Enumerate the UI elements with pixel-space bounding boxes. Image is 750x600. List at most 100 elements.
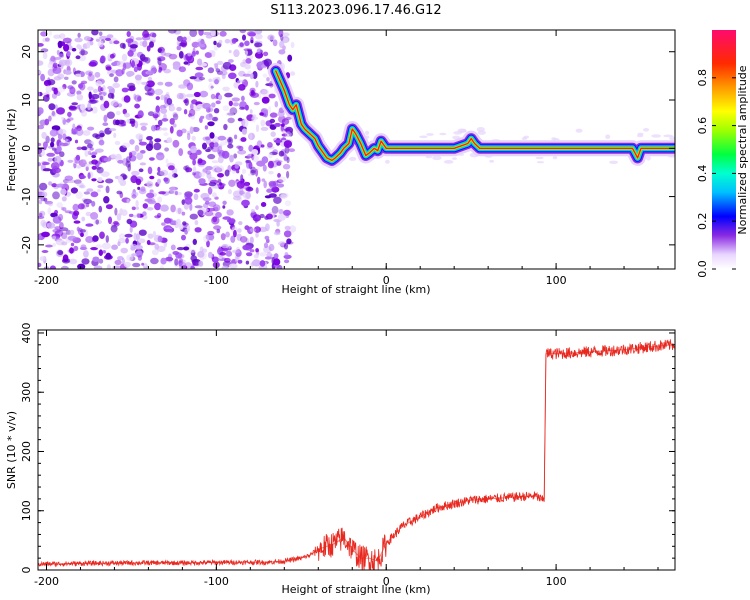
noise-speck — [38, 124, 45, 130]
noise-speck — [210, 85, 214, 89]
noise-speck — [192, 262, 196, 266]
noise-speck — [211, 102, 216, 108]
noise-speck — [79, 229, 87, 233]
noise-speck — [609, 160, 619, 164]
noise-speck — [157, 57, 162, 66]
noise-speck — [205, 200, 210, 205]
noise-speck — [233, 49, 240, 58]
noise-speck — [127, 39, 131, 48]
noise-speck — [140, 150, 146, 154]
noise-speck — [575, 128, 583, 133]
noise-speck — [76, 44, 82, 49]
noise-speck — [249, 87, 256, 94]
noise-speck — [262, 73, 268, 78]
noise-speck — [651, 134, 661, 138]
noise-speck — [98, 205, 103, 213]
noise-speck — [87, 86, 94, 91]
noise-speck — [50, 137, 55, 143]
noise-speck — [91, 30, 99, 36]
noise-speck — [207, 153, 216, 160]
noise-speck — [189, 152, 198, 160]
noise-speck — [88, 99, 97, 104]
noise-speck — [236, 233, 242, 241]
noise-speck — [178, 84, 187, 89]
noise-speck — [280, 33, 284, 42]
noise-speck — [165, 256, 174, 262]
noise-speck — [98, 139, 105, 146]
noise-speck — [91, 200, 96, 207]
noise-speck — [237, 259, 243, 264]
noise-speck — [176, 35, 184, 42]
noise-speck — [46, 94, 50, 98]
noise-speck — [197, 158, 203, 164]
noise-speck — [91, 154, 97, 159]
noise-speck — [176, 129, 183, 137]
noise-speck — [42, 161, 50, 166]
noise-speck — [278, 30, 284, 38]
noise-speck — [100, 55, 106, 63]
noise-speck — [181, 234, 186, 241]
noise-speck — [42, 141, 48, 149]
noise-speck — [191, 135, 196, 141]
noise-speck — [107, 86, 113, 90]
noise-speck — [211, 212, 215, 216]
noise-speck — [66, 51, 71, 57]
noise-speck — [77, 263, 86, 269]
noise-speck — [238, 84, 246, 91]
noise-speck — [153, 142, 162, 151]
x-tick-label: -200 — [34, 575, 59, 588]
noise-speck — [62, 133, 67, 140]
noise-speck — [225, 250, 233, 257]
noise-speck — [283, 140, 293, 148]
noise-speck — [80, 103, 86, 111]
noise-speck — [96, 189, 101, 193]
noise-speck — [172, 251, 179, 255]
noise-speck — [54, 104, 58, 110]
noise-speck — [169, 126, 174, 134]
chart-title: S113.2023.096.17.46.G12 — [270, 3, 441, 18]
noise-speck — [261, 89, 270, 98]
noise-speck — [250, 92, 259, 98]
colorbar-gradient — [712, 30, 736, 269]
noise-speck — [248, 144, 254, 152]
snr-y-axis-label: SNR (10 * v/v) — [5, 411, 18, 489]
noise-speck — [255, 80, 259, 88]
noise-speck — [202, 31, 211, 36]
noise-speck — [74, 156, 80, 164]
noise-speck — [148, 139, 154, 148]
noise-speck — [75, 191, 83, 200]
noise-speck — [253, 254, 259, 259]
noise-speck — [38, 107, 44, 115]
y-tick-label: 300 — [20, 382, 33, 403]
noise-speck — [83, 250, 89, 258]
noise-speck — [163, 228, 173, 232]
noise-speck — [190, 249, 196, 257]
noise-speck — [247, 70, 252, 75]
y-tick-label: 0 — [20, 567, 33, 574]
noise-speck — [137, 186, 141, 190]
noise-speck — [224, 257, 231, 263]
noise-speck — [124, 112, 131, 118]
noise-speck — [222, 216, 231, 220]
noise-speck — [56, 145, 62, 153]
noise-speck — [75, 128, 84, 137]
noise-speck — [168, 165, 175, 171]
noise-speck — [220, 233, 226, 241]
noise-speck — [92, 235, 99, 242]
noise-speck — [45, 135, 50, 144]
noise-speck — [192, 238, 197, 245]
noise-speck — [217, 155, 224, 164]
colorbar-tick-label: 0.8 — [696, 69, 709, 87]
noise-speck — [52, 165, 58, 174]
noise-speck — [146, 80, 155, 88]
noise-speck — [249, 249, 255, 253]
noise-speck — [156, 245, 166, 252]
noise-speck — [138, 229, 147, 236]
y-tick-label: 200 — [20, 441, 33, 462]
noise-speck — [112, 82, 120, 89]
noise-speck — [191, 259, 199, 263]
noise-speck — [239, 42, 244, 47]
noise-speck — [419, 135, 428, 139]
noise-speck — [208, 182, 217, 187]
